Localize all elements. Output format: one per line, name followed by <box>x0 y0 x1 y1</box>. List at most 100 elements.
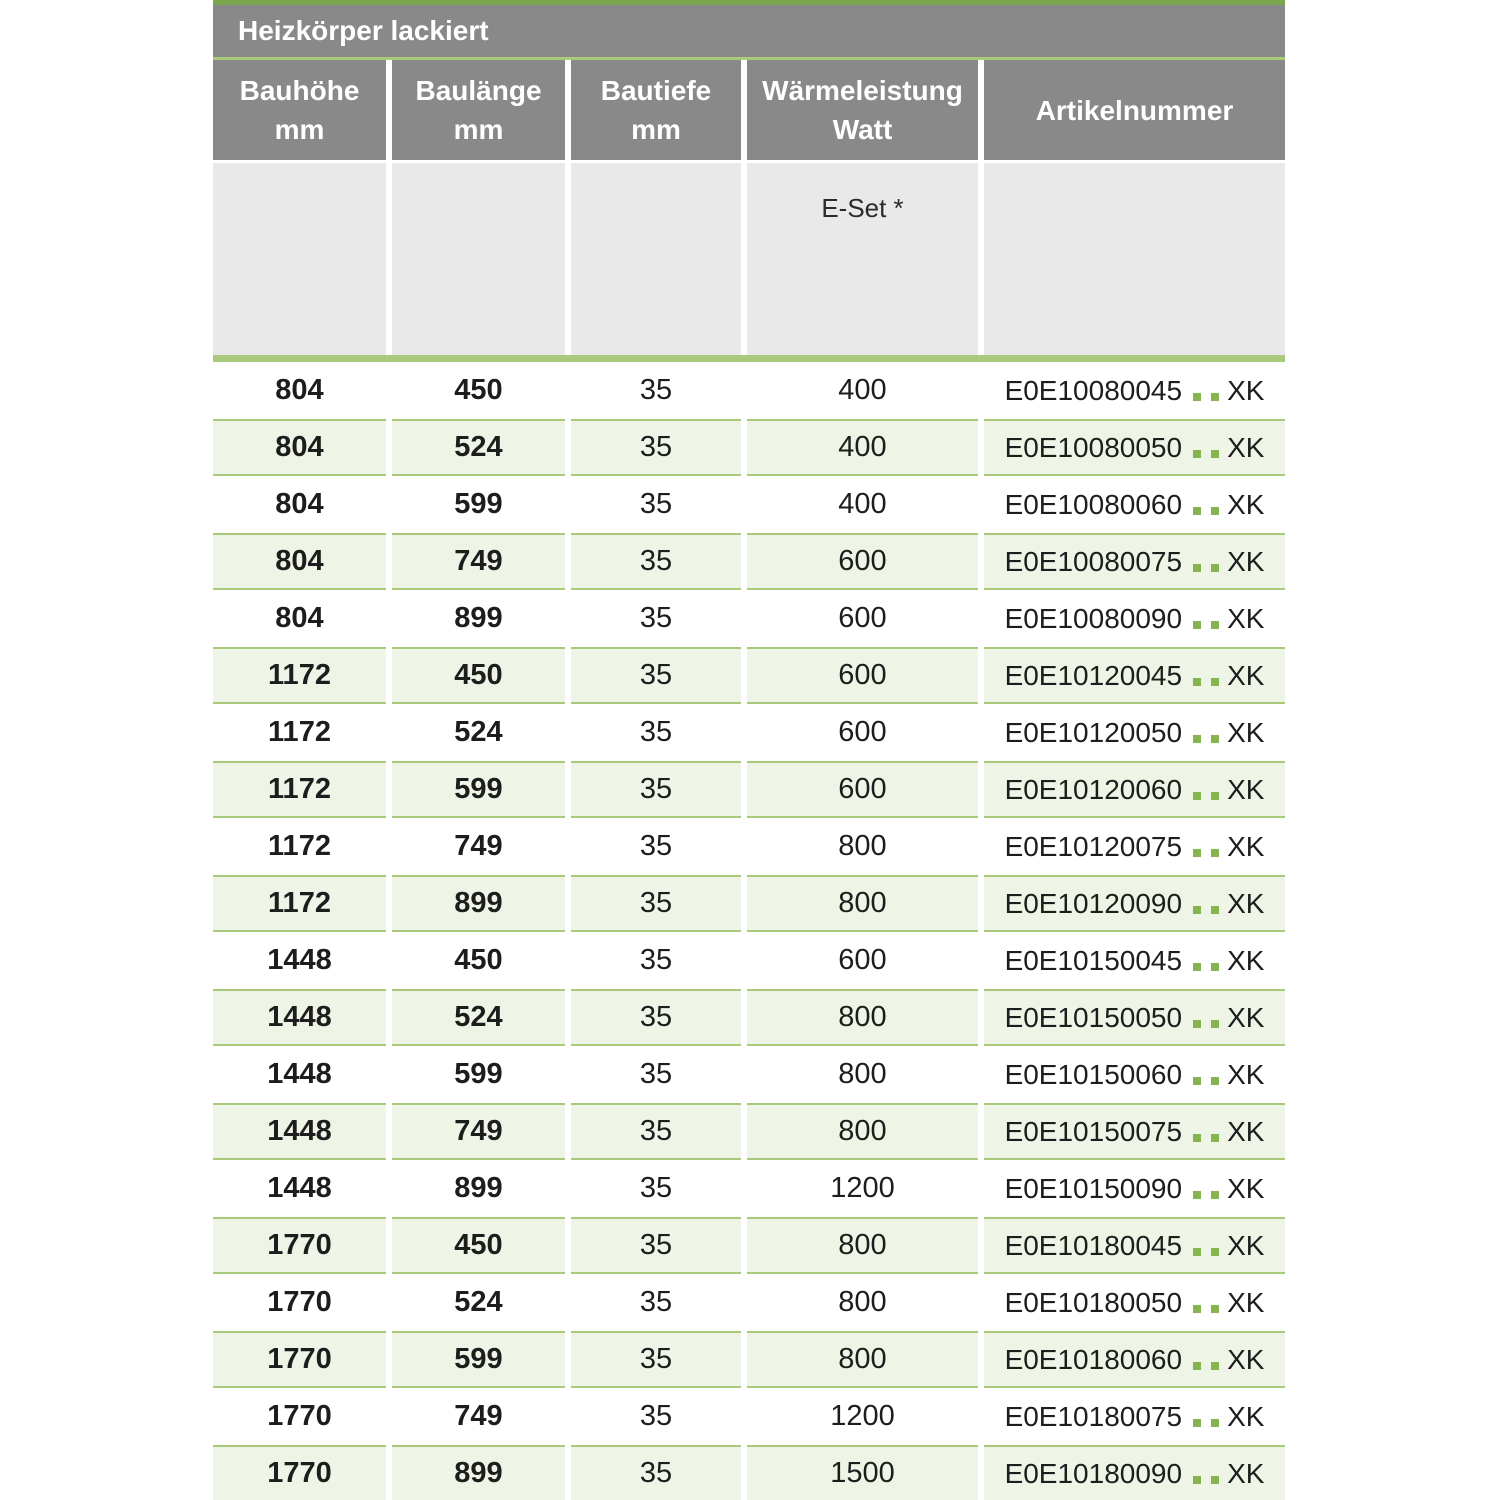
green-dot-icon <box>1211 677 1220 686</box>
green-dot-icon <box>1211 449 1220 458</box>
cell-artikelnummer: E0E10150045 XK <box>984 932 1285 989</box>
cell-artikelnummer: E0E10150075 XK <box>984 1103 1285 1160</box>
green-dot-icon <box>1193 1475 1202 1484</box>
artikel-suffix: XK <box>1227 830 1265 862</box>
green-dot-icon <box>1211 1361 1220 1370</box>
artikel-prefix: E0E10080090 <box>1004 602 1183 634</box>
cell-baulaenge: 749 <box>392 818 565 875</box>
green-dot-icon <box>1193 392 1202 401</box>
cell-bautiefe: 35 <box>571 761 741 818</box>
artikel-suffix: XK <box>1227 773 1265 805</box>
artikel-suffix: XK <box>1227 1400 1265 1432</box>
cell-bautiefe: 35 <box>571 818 741 875</box>
cell-bautiefe: 35 <box>571 1445 741 1500</box>
cell-watt: 600 <box>747 932 978 989</box>
column-label: Wärmeleistung <box>762 75 963 106</box>
green-dot-icon <box>1193 734 1202 743</box>
table-row: 1172 599 35 600 E0E10120060 XK <box>213 761 1285 818</box>
green-dot-icon <box>1193 1361 1202 1370</box>
subheader-cell-bautiefe <box>571 163 741 355</box>
product-table: Heizkörper lackiert Bauhöhe mm Baulänge … <box>213 0 1285 1500</box>
cell-baulaenge: 749 <box>392 1103 565 1160</box>
cell-bauhoehe: 1448 <box>213 1103 386 1160</box>
table-row: 1448 524 35 800 E0E10150050 XK <box>213 989 1285 1046</box>
cell-watt: 800 <box>747 875 978 932</box>
green-dot-icon <box>1211 734 1220 743</box>
cell-artikelnummer: E0E10080090 XK <box>984 590 1285 647</box>
cell-bauhoehe: 1448 <box>213 1046 386 1103</box>
green-dot-icon <box>1211 905 1220 914</box>
cell-baulaenge: 599 <box>392 476 565 533</box>
cell-baulaenge: 899 <box>392 875 565 932</box>
cell-bauhoehe: 804 <box>213 590 386 647</box>
cell-artikelnummer: E0E10180050 XK <box>984 1274 1285 1331</box>
cell-bautiefe: 35 <box>571 362 741 419</box>
artikel-suffix: XK <box>1227 944 1265 976</box>
artikel-suffix: XK <box>1227 374 1265 406</box>
cell-baulaenge: 599 <box>392 761 565 818</box>
green-dot-icon <box>1193 506 1202 515</box>
green-dot-icon <box>1211 1247 1220 1256</box>
cell-artikelnummer: E0E10120075 XK <box>984 818 1285 875</box>
green-dot-icon <box>1211 506 1220 515</box>
cell-artikelnummer: E0E10150090 XK <box>984 1160 1285 1217</box>
artikel-prefix: E0E10080045 <box>1004 374 1183 406</box>
green-dot-icon <box>1211 392 1220 401</box>
cell-bautiefe: 35 <box>571 1046 741 1103</box>
table-row: 1448 749 35 800 E0E10150075 XK <box>213 1103 1285 1160</box>
table-row: 1770 524 35 800 E0E10180050 XK <box>213 1274 1285 1331</box>
table-row: 1448 450 35 600 E0E10150045 XK <box>213 932 1285 989</box>
artikel-suffix: XK <box>1227 1229 1265 1261</box>
cell-artikelnummer: E0E10120045 XK <box>984 647 1285 704</box>
cell-baulaenge: 749 <box>392 1388 565 1445</box>
green-dot-icon <box>1193 449 1202 458</box>
cell-baulaenge: 524 <box>392 704 565 761</box>
green-dot-icon <box>1211 1076 1220 1085</box>
cell-artikelnummer: E0E10180090 XK <box>984 1445 1285 1500</box>
cell-bauhoehe: 1172 <box>213 647 386 704</box>
table-row: 804 524 35 400 E0E10080050 XK <box>213 419 1285 476</box>
eset-label: E-Set * <box>821 193 904 223</box>
artikel-suffix: XK <box>1227 602 1265 634</box>
column-header-baulaenge: Baulänge mm <box>392 60 565 160</box>
column-header-bautiefe: Bautiefe mm <box>571 60 741 160</box>
cell-bauhoehe: 1770 <box>213 1274 386 1331</box>
cell-bautiefe: 35 <box>571 1217 741 1274</box>
table-row: 1172 450 35 600 E0E10120045 XK <box>213 647 1285 704</box>
green-dot-icon <box>1211 563 1220 572</box>
cell-artikelnummer: E0E10120050 XK <box>984 704 1285 761</box>
cell-baulaenge: 599 <box>392 1331 565 1388</box>
column-header-bauhoehe: Bauhöhe mm <box>213 60 386 160</box>
artikel-suffix: XK <box>1227 1286 1265 1318</box>
cell-baulaenge: 450 <box>392 647 565 704</box>
cell-bautiefe: 35 <box>571 1103 741 1160</box>
cell-baulaenge: 450 <box>392 932 565 989</box>
green-dot-icon <box>1193 563 1202 572</box>
cell-bauhoehe: 804 <box>213 362 386 419</box>
cell-artikelnummer: E0E10080075 XK <box>984 533 1285 590</box>
cell-watt: 600 <box>747 533 978 590</box>
artikel-suffix: XK <box>1227 488 1265 520</box>
green-dot-icon <box>1193 1247 1202 1256</box>
cell-artikelnummer: E0E10120090 XK <box>984 875 1285 932</box>
green-dot-icon <box>1193 905 1202 914</box>
artikel-prefix: E0E10080060 <box>1004 488 1183 520</box>
cell-bauhoehe: 1770 <box>213 1388 386 1445</box>
cell-baulaenge: 524 <box>392 1274 565 1331</box>
green-dot-icon <box>1211 962 1220 971</box>
table-row: 1770 899 35 1500 E0E10180090 XK <box>213 1445 1285 1500</box>
artikel-suffix: XK <box>1227 1457 1265 1489</box>
table-row: 1172 749 35 800 E0E10120075 XK <box>213 818 1285 875</box>
green-dot-icon <box>1193 677 1202 686</box>
table-row: 1770 599 35 800 E0E10180060 XK <box>213 1331 1285 1388</box>
cell-watt: 600 <box>747 590 978 647</box>
cell-watt: 400 <box>747 419 978 476</box>
green-dot-icon <box>1211 791 1220 800</box>
cell-artikelnummer: E0E10120060 XK <box>984 761 1285 818</box>
subheader-cell-waermeleistung: E-Set * <box>747 163 978 355</box>
column-unit: mm <box>631 114 681 145</box>
cell-bauhoehe: 1172 <box>213 875 386 932</box>
cell-bautiefe: 35 <box>571 875 741 932</box>
cell-bautiefe: 35 <box>571 590 741 647</box>
artikel-suffix: XK <box>1227 1343 1265 1375</box>
